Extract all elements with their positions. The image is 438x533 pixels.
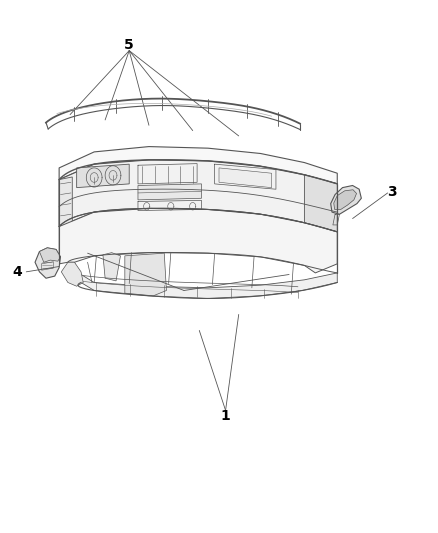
Polygon shape	[59, 208, 337, 273]
Polygon shape	[103, 253, 120, 281]
Text: 4: 4	[13, 265, 22, 279]
Polygon shape	[74, 262, 337, 298]
Text: 5: 5	[124, 38, 134, 52]
Polygon shape	[39, 248, 60, 262]
Polygon shape	[59, 160, 337, 232]
Polygon shape	[77, 164, 129, 188]
Polygon shape	[304, 175, 337, 232]
Polygon shape	[35, 248, 60, 278]
Polygon shape	[59, 177, 72, 227]
Polygon shape	[138, 184, 201, 200]
Polygon shape	[219, 168, 272, 188]
Polygon shape	[331, 185, 361, 214]
Polygon shape	[334, 190, 357, 209]
Text: 1: 1	[221, 409, 230, 423]
Text: 3: 3	[387, 185, 397, 199]
Polygon shape	[125, 253, 166, 296]
Polygon shape	[59, 147, 337, 184]
Polygon shape	[61, 262, 83, 286]
